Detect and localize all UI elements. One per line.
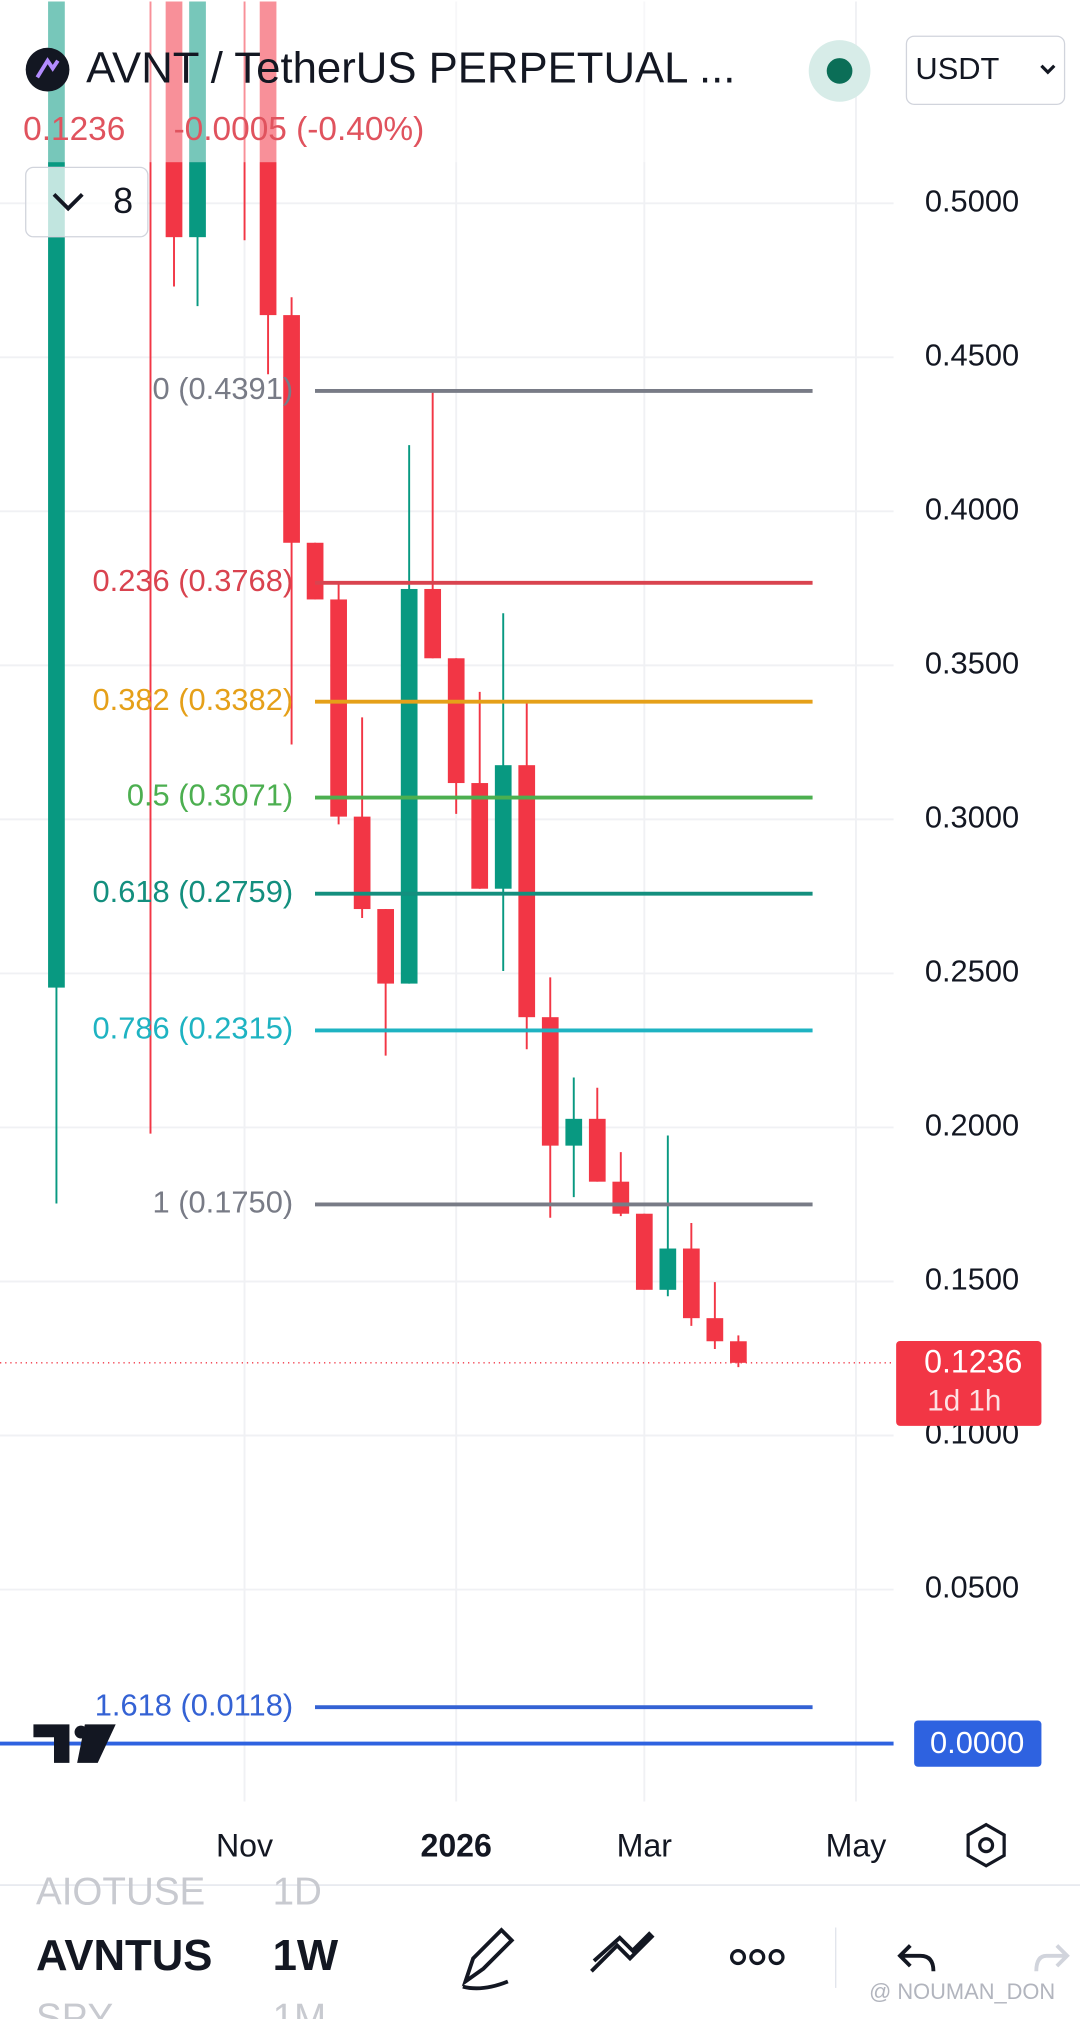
- last-price: 0.1236: [23, 111, 125, 148]
- candle-body: [353, 816, 371, 910]
- fib-level-label: 0.5 (0.3071): [127, 778, 293, 813]
- y-tick-label: 0.3500: [925, 646, 1019, 681]
- price-change: -0.0005 (-0.40%): [174, 111, 425, 148]
- fib-level-label: 1 (0.1750): [153, 1185, 294, 1220]
- zero-price-label: 0.0000: [930, 1725, 1024, 1760]
- settings-icon[interactable]: [966, 1822, 1006, 1868]
- watchlist-interval[interactable]: 1M: [273, 1996, 327, 2019]
- candle-body: [635, 1213, 653, 1290]
- indicator-count: 8: [113, 180, 133, 221]
- x-tick-label: 2026: [420, 1827, 491, 1863]
- zero-price-box: [914, 1720, 1042, 1767]
- header-veil: [0, 1, 772, 163]
- active-symbol[interactable]: AVNTUS: [36, 1931, 212, 1980]
- fib-level-label: 0.786 (0.2315): [93, 1011, 294, 1046]
- x-tick-label: Nov: [216, 1827, 273, 1863]
- candle-body: [730, 1341, 747, 1363]
- logo-mark: [35, 57, 60, 79]
- candle-body: [259, 1, 277, 316]
- last-price-box: [896, 1340, 1042, 1426]
- more-icon[interactable]: [729, 1949, 747, 1966]
- candle-body: [541, 1017, 559, 1146]
- fib-level-label: 0 (0.4391): [153, 371, 294, 406]
- candle-body: [165, 1, 183, 238]
- y-tick-label: 0.4000: [925, 491, 1019, 526]
- symbol-logo: [25, 47, 70, 92]
- y-tick-label: 0.2500: [925, 954, 1019, 989]
- candle-body: [612, 1181, 630, 1214]
- tv-logo-dot: [74, 1725, 88, 1739]
- candle-body: [518, 765, 536, 1018]
- tv-logo: [33, 1724, 116, 1763]
- candle-body: [659, 1248, 677, 1290]
- redo-icon[interactable]: [1034, 1944, 1070, 1972]
- candle-body: [306, 542, 324, 600]
- candle-body: [400, 588, 418, 984]
- candle-body: [471, 783, 489, 889]
- candle-body: [48, 1, 65, 988]
- candle-body: [682, 1248, 700, 1319]
- x-tick-label: May: [826, 1827, 887, 1863]
- grid: [0, 1, 894, 1802]
- y-tick-label: 0.0500: [925, 1570, 1019, 1605]
- candle-body: [283, 315, 300, 543]
- candle-body: [330, 599, 347, 817]
- symbol-title[interactable]: AVNT / TetherUS PERPETUAL ...: [86, 43, 735, 92]
- countdown-label: 1d 1h: [927, 1384, 1001, 1417]
- watchlist-interval[interactable]: 1D: [273, 1870, 322, 1913]
- y-tick-label: 0.5000: [925, 183, 1019, 218]
- candle-body: [189, 1, 206, 238]
- indicator-toggle[interactable]: [25, 166, 149, 238]
- fib-level-label: 0.236 (0.3768): [93, 563, 294, 598]
- last-price-label: 0.1236: [924, 1344, 1022, 1380]
- chevron: [1040, 64, 1056, 75]
- candle-body: [377, 909, 395, 984]
- fib-level-label: 0.382 (0.3382): [93, 682, 294, 717]
- settings-icon-center: [978, 1837, 995, 1854]
- more-icon: [749, 1949, 766, 1966]
- watermark: @ NOUMAN_DON: [869, 1979, 1055, 2004]
- currency-select[interactable]: [905, 35, 1066, 105]
- currency-label: USDT: [915, 51, 999, 86]
- candle-body: [565, 1118, 583, 1146]
- undo-icon[interactable]: [897, 1944, 936, 1972]
- watchlist-symbol[interactable]: AIOTUSE: [36, 1870, 205, 1913]
- market-status-dot: [826, 58, 853, 84]
- y-tick-label: 0.2000: [925, 1108, 1019, 1143]
- candle-body: [447, 658, 465, 784]
- candle-body: [588, 1118, 606, 1182]
- draw-tool-icon[interactable]: [461, 1927, 515, 1991]
- more-icon: [768, 1949, 785, 1966]
- trend-tool-icon[interactable]: [590, 1931, 655, 1973]
- fib-level-label: 0.618 (0.2759): [93, 874, 294, 909]
- y-tick-label: 0.4500: [925, 337, 1019, 372]
- candle-body: [494, 765, 512, 889]
- y-tick-label: 0.3000: [925, 800, 1019, 835]
- fib-level-label: 1.618 (0.0118): [95, 1687, 293, 1722]
- watchlist-symbol[interactable]: SPY: [36, 1996, 113, 2019]
- x-tick-label: Mar: [617, 1827, 673, 1863]
- candle-body: [424, 588, 442, 659]
- candle-body: [706, 1318, 724, 1342]
- overlay: 0.05000.10000.15000.20000.25000.30000.35…: [0, 183, 1042, 1863]
- active-interval[interactable]: 1W: [273, 1931, 339, 1980]
- y-tick-label: 0.1500: [925, 1262, 1019, 1297]
- chevron: [52, 192, 84, 212]
